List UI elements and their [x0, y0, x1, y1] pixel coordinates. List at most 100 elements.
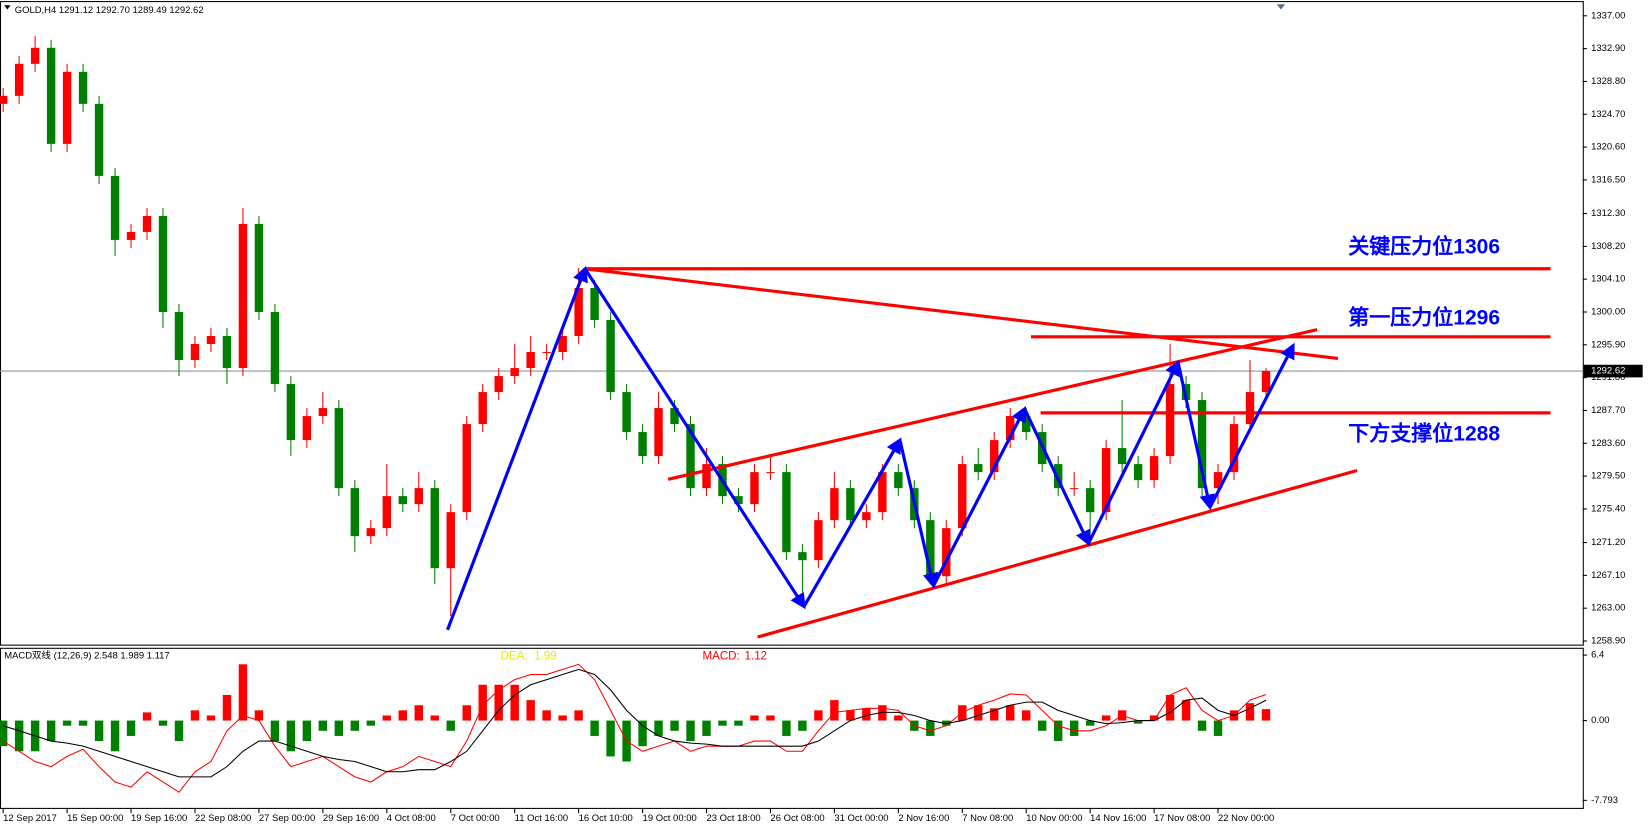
candle-body: [382, 496, 392, 529]
y-tick-label: 1295.90: [1591, 339, 1625, 350]
x-tick-label: 19 Oct 00:00: [643, 813, 697, 824]
candle-body: [158, 215, 168, 312]
candle-body: [654, 408, 663, 457]
x-tick-label: 12 Sep 2017: [3, 813, 57, 824]
x-tick-label: 15 Sep 00:00: [67, 813, 123, 824]
macd-bar: [654, 720, 663, 736]
macd-bar: [686, 720, 695, 742]
last-price-box: [1583, 364, 1643, 378]
macd-bar: [510, 684, 519, 721]
readout-value: 1.12: [745, 650, 767, 662]
shift-marker[interactable]: [1276, 4, 1286, 10]
candle-body: [1022, 416, 1031, 433]
macd-bar: [1101, 715, 1111, 721]
y-tick-label: 1304.10: [1591, 274, 1625, 285]
candle-body: [206, 336, 216, 345]
candle-body: [622, 392, 631, 433]
macd-bar: [974, 705, 983, 721]
candle-body: [638, 432, 647, 457]
macd-bar: [1053, 720, 1063, 742]
macd-line: [2, 663, 1267, 793]
candle-body: [862, 512, 871, 521]
candle-body: [462, 424, 471, 513]
candle-body: [878, 472, 887, 513]
macd-bar: [894, 715, 903, 721]
macd-bar: [1261, 709, 1271, 721]
macd-bar: [590, 720, 599, 736]
macd-bar: [318, 720, 328, 731]
menu-triangle[interactable]: [4, 5, 11, 10]
arrow: [802, 437, 902, 608]
macd-bar: [734, 720, 743, 726]
y-tick-label: 1279.50: [1591, 471, 1625, 482]
macd-bar: [462, 705, 471, 721]
candle-body: [30, 47, 40, 64]
arrow: [1023, 408, 1091, 547]
main-frame: [0, 1, 1584, 646]
candle-body: [46, 47, 56, 144]
candle-body: [846, 488, 855, 521]
y-tick-label: 1324.70: [1591, 109, 1625, 120]
readout-name: DEA:: [501, 650, 528, 662]
level-label: 下方支撑位1288: [1348, 421, 1500, 446]
macd-bar: [430, 715, 439, 721]
candle-body: [974, 464, 983, 473]
candle-body: [558, 336, 567, 353]
candle-body: [286, 384, 296, 441]
macd-bar: [302, 720, 312, 742]
x-tick-label: 27 Sep 00:00: [259, 813, 315, 824]
y-tick-label: 1320.60: [1591, 142, 1625, 153]
candle-body: [1006, 416, 1015, 441]
macd-line: [2, 668, 1267, 778]
macd-bar: [366, 720, 376, 726]
x-tick-label: 14 Nov 16:00: [1090, 813, 1146, 824]
macd-bar: [238, 664, 248, 721]
x-tick-label: 4 Oct 08:00: [387, 813, 436, 824]
candle-body: [62, 71, 72, 144]
macd-bar: [558, 715, 567, 721]
macd-bar: [990, 708, 999, 721]
macd-bar: [94, 720, 104, 742]
macd-bar: [206, 715, 216, 721]
x-tick-label: 7 Oct 00:00: [451, 813, 500, 824]
candle-body: [1245, 392, 1255, 425]
level-label: 关键压力位1306: [1348, 233, 1500, 258]
candle-body: [990, 440, 999, 473]
arrow: [583, 267, 806, 610]
trendline: [584, 267, 1339, 360]
candle-body: [798, 552, 807, 561]
x-tick-label: 17 Nov 08:00: [1154, 813, 1210, 824]
candle-body: [926, 520, 935, 577]
macd-bar: [382, 715, 392, 721]
candle-body: [0, 95, 8, 104]
candle-body: [1197, 400, 1207, 489]
y-tick-label: 1271.20: [1591, 537, 1625, 548]
macd-bar: [1197, 720, 1207, 731]
macd-bar: [286, 720, 296, 752]
candle-body: [494, 376, 503, 393]
y-tick-label: 1267.10: [1591, 570, 1625, 581]
macd-bar: [1022, 710, 1031, 721]
macd-bar: [78, 720, 88, 726]
x-tick-label: 2 Nov 16:00: [898, 813, 949, 824]
x-tick-label: 22 Nov 00:00: [1218, 813, 1274, 824]
candle-body: [254, 223, 264, 312]
x-tick-label: 7 Nov 08:00: [962, 813, 1013, 824]
candle-body: [1101, 448, 1111, 513]
arrow: [932, 406, 1027, 587]
macd-bar: [62, 720, 72, 726]
candle-body: [430, 488, 439, 569]
macd-bar: [110, 720, 120, 752]
y-tick-label: 1283.60: [1591, 438, 1625, 449]
macd-bar: [750, 715, 759, 721]
candle-body: [1149, 456, 1159, 481]
macd-bar: [670, 720, 679, 731]
macd-bar: [1133, 720, 1143, 724]
candle-body: [142, 215, 152, 232]
last-price-label: 1292.62: [1591, 366, 1625, 377]
x-tick-label: 22 Sep 08:00: [195, 813, 251, 824]
macd-bar: [254, 710, 264, 721]
macd-bar: [1213, 720, 1223, 736]
arrow: [1087, 359, 1180, 545]
